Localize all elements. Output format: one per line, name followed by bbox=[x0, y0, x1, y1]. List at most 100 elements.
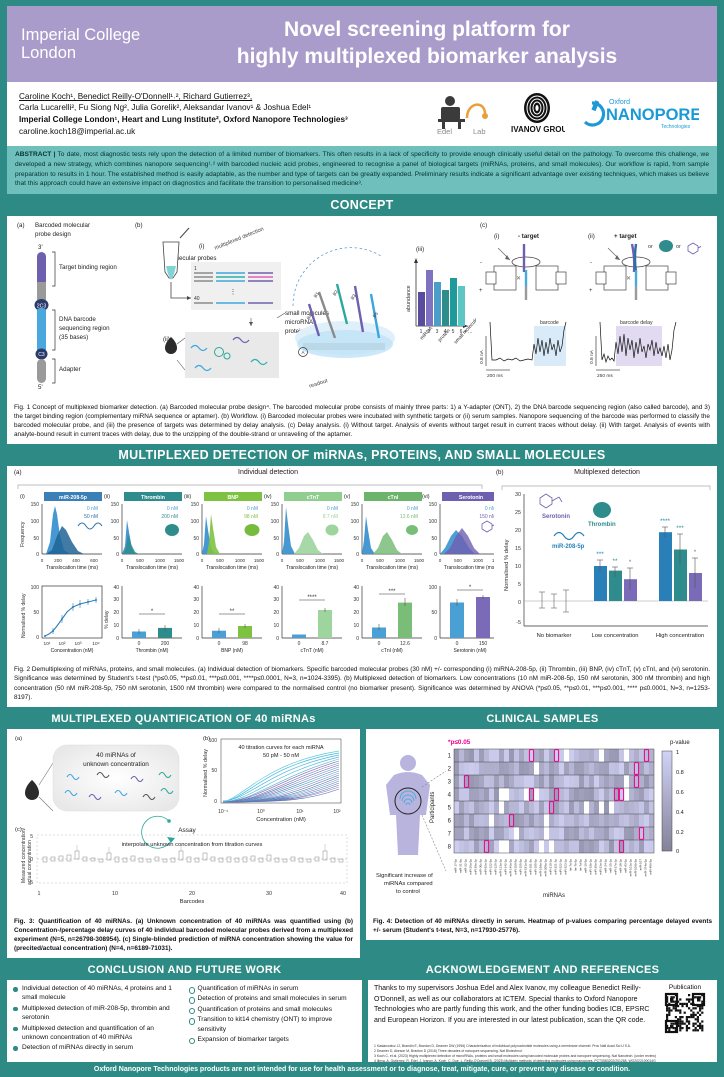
colorbar-segment bbox=[662, 820, 672, 824]
heatmap-cell bbox=[554, 748, 559, 762]
svg-text:50: 50 bbox=[431, 536, 437, 542]
heatmap-cell bbox=[494, 761, 499, 775]
svg-text:Thrombin: Thrombin bbox=[141, 495, 165, 501]
qr-module bbox=[670, 1000, 673, 1003]
svg-text:0: 0 bbox=[434, 552, 437, 558]
heatmap-cell bbox=[614, 761, 619, 775]
heatmap-significant-cell bbox=[638, 826, 645, 840]
heatmap-cell bbox=[454, 800, 459, 814]
svg-text:0: 0 bbox=[196, 552, 199, 558]
qr-module bbox=[683, 1002, 686, 1006]
qr-module bbox=[701, 1027, 704, 1030]
qr-module bbox=[692, 1016, 695, 1019]
heatmap-cell bbox=[469, 748, 474, 762]
heatmap-cell bbox=[599, 787, 604, 801]
svg-text:10¹: 10¹ bbox=[296, 809, 304, 815]
heatmap-cell bbox=[544, 761, 549, 775]
qr-module bbox=[696, 1029, 699, 1032]
heatmap-cell bbox=[464, 748, 469, 762]
qr-module bbox=[694, 1029, 697, 1032]
heatmap-cell bbox=[504, 813, 509, 827]
svg-text:10⁰: 10⁰ bbox=[257, 809, 265, 815]
svg-text:A: A bbox=[301, 350, 305, 355]
svg-text:High concentration: High concentration bbox=[656, 633, 704, 639]
heatmap-cell bbox=[459, 800, 464, 814]
heatmap-cell bbox=[629, 787, 634, 801]
qr-module bbox=[668, 1002, 671, 1006]
svg-text:0.6: 0.6 bbox=[676, 790, 684, 796]
heatmap-cell bbox=[619, 826, 624, 840]
heatmap-cell bbox=[579, 787, 584, 801]
svg-text:Translocation time (ms): Translocation time (ms) bbox=[206, 565, 258, 571]
svg-text:100: 100 bbox=[429, 585, 438, 591]
fig3-figure: (a) 40 miRNAs of unknown concentration bbox=[15, 736, 348, 905]
heatmap-cell bbox=[499, 826, 504, 840]
heatmap-cell bbox=[554, 839, 559, 853]
heatmap-cell bbox=[454, 826, 459, 840]
heatmap-cell bbox=[499, 748, 504, 762]
heatmap-cell bbox=[619, 787, 624, 801]
heatmap-cell bbox=[609, 800, 614, 814]
heatmap-y-tick: 6 bbox=[448, 818, 452, 824]
qr-module bbox=[685, 1027, 688, 1030]
svg-text:⋮: ⋮ bbox=[230, 289, 237, 296]
heatmap-significant-cell bbox=[553, 748, 560, 762]
heatmap-cell bbox=[514, 813, 519, 827]
heatmap-cell bbox=[514, 800, 519, 814]
qr-module bbox=[679, 1011, 682, 1014]
qr-module bbox=[688, 1007, 691, 1010]
svg-text:(vi): (vi) bbox=[422, 494, 430, 500]
heatmap-cell bbox=[519, 839, 524, 853]
heatmap-cell bbox=[539, 813, 544, 827]
qr-module bbox=[679, 998, 682, 1001]
svg-text:0.2: 0.2 bbox=[676, 830, 684, 836]
svg-text:100: 100 bbox=[31, 519, 40, 525]
fig1-caption: Fig. 1 Concept of multiplexed biomarker … bbox=[7, 400, 717, 445]
svg-text:500: 500 bbox=[216, 558, 224, 563]
fig1-label-adapter: Adapter bbox=[59, 366, 81, 373]
qr-module bbox=[692, 1007, 695, 1010]
svg-text:1: 1 bbox=[194, 266, 197, 272]
svg-text:actual concentration: actual concentration bbox=[27, 840, 33, 885]
heatmap-cell bbox=[504, 839, 509, 853]
heatmap-cell bbox=[559, 826, 564, 840]
fig2-b-tag: (b) bbox=[496, 469, 504, 477]
svg-text:100: 100 bbox=[111, 519, 120, 525]
authors-band: Caroline Koch¹, Benedict Reilly-O'Donnel… bbox=[7, 82, 717, 146]
svg-text:Measured concentration/: Measured concentration/ bbox=[21, 827, 27, 883]
svg-text:600: 600 bbox=[90, 558, 98, 563]
fig4-colorbar: 1 0.8 0.6 0.4 0.2 0 bbox=[661, 750, 684, 855]
heatmap-significant-cell bbox=[618, 839, 625, 853]
svg-text:10: 10 bbox=[113, 623, 119, 629]
heatmap-cell bbox=[649, 813, 654, 827]
svg-text:0: 0 bbox=[281, 558, 284, 563]
qr-module bbox=[694, 1018, 697, 1021]
heatmap-cell bbox=[539, 826, 544, 840]
heatmap-cell bbox=[584, 813, 589, 827]
heatmap-cell bbox=[484, 774, 489, 788]
heatmap-cell bbox=[614, 800, 619, 814]
heatmap-cell bbox=[624, 774, 629, 788]
colorbar-segment bbox=[662, 810, 672, 814]
qr-code-icon[interactable] bbox=[663, 991, 707, 1036]
contact-email[interactable]: caroline.koch18@imperial.ac.uk bbox=[19, 126, 136, 136]
heatmap-cell bbox=[619, 774, 624, 788]
heatmap-cell bbox=[474, 774, 479, 788]
heatmap-cell bbox=[574, 761, 579, 775]
qr-module bbox=[668, 1009, 671, 1012]
heatmap-x-label: miR-150-5p bbox=[514, 858, 518, 874]
fig3-panel: (a) 40 miRNAs of unknown concentration bbox=[7, 728, 360, 914]
qr-module bbox=[688, 1016, 691, 1019]
svg-text:*: * bbox=[629, 559, 632, 566]
svg-text:150: 150 bbox=[429, 502, 438, 508]
heatmap-cell bbox=[489, 787, 494, 801]
qr-module bbox=[692, 1011, 695, 1014]
svg-text:0: 0 bbox=[121, 558, 124, 563]
section-header-multiplexed-detection: MULTIPLEXED DETECTION OF miRNAs, PROTEIN… bbox=[118, 448, 606, 463]
author-line-1: Caroline Koch¹, Benedict Reilly-O'Donnel… bbox=[19, 91, 253, 101]
heatmap-cell bbox=[494, 800, 499, 814]
heatmap-cell bbox=[494, 839, 499, 853]
qr-module bbox=[690, 1013, 693, 1017]
heatmap-cell bbox=[484, 748, 489, 762]
svg-text:***: *** bbox=[676, 525, 684, 532]
